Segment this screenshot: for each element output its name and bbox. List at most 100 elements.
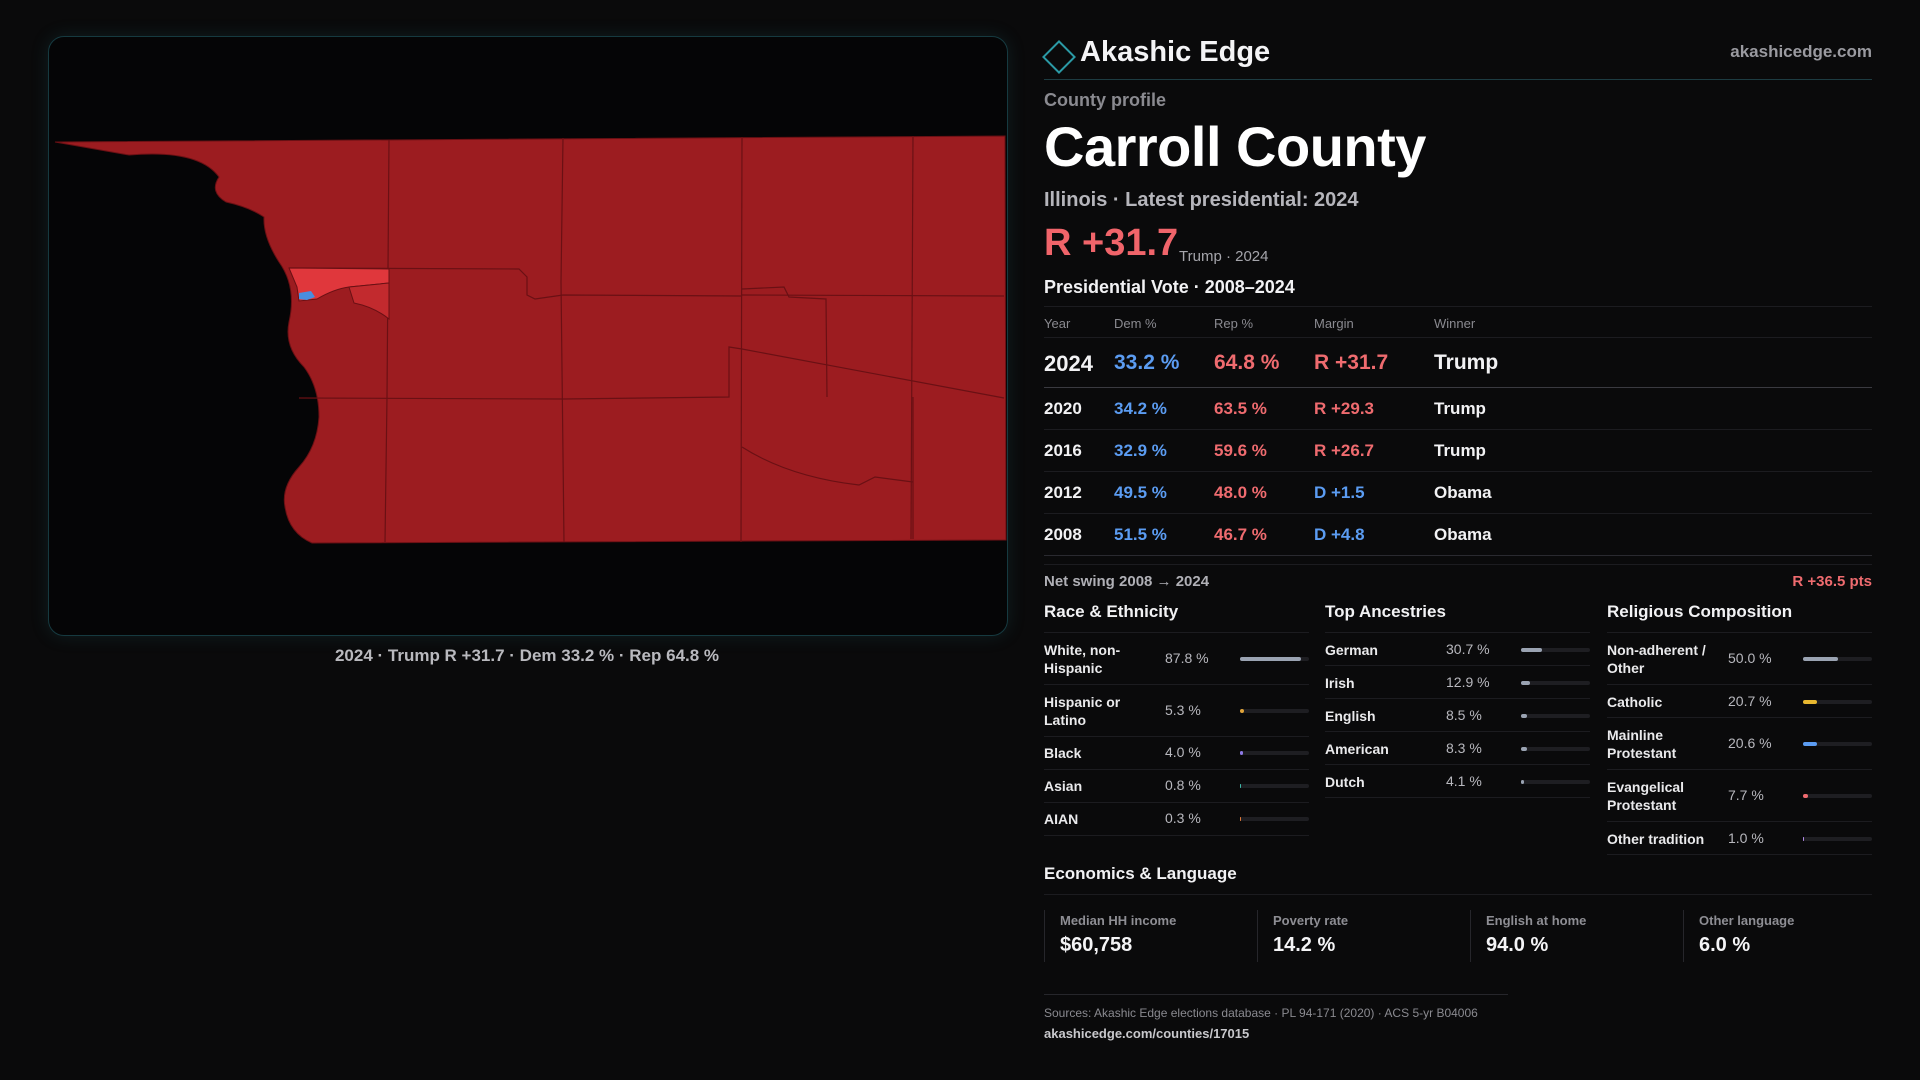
table-row: 2024 33.2 % 64.8 % R +31.7 Trump (1044, 337, 1872, 387)
table-row: 2012 49.5 % 48.0 % D +1.5 Obama (1044, 471, 1872, 513)
row-rep: 46.7 % (1214, 525, 1267, 544)
map-caption: 2024 · Trump R +31.7 · Dem 33.2 % · Rep … (334, 646, 720, 665)
ancestry-value: 30.7 % (1446, 641, 1490, 657)
row-rep: 64.8 % (1214, 351, 1280, 374)
row-winner: Trump (1434, 441, 1486, 460)
race-bar (1240, 657, 1301, 661)
list-item: Non-adherent / Other 50.0 % (1607, 633, 1872, 685)
page-subtitle: Illinois · Latest presidential: 2024 (1044, 189, 1359, 211)
page-eyebrow: County profile (1044, 90, 1166, 110)
stat-card: Other language 6.0 % (1683, 910, 1884, 962)
race-value: 5.3 % (1165, 702, 1201, 718)
list-item: English 8.5 % (1325, 699, 1590, 732)
sources-text: Sources: Akashic Edge elections database… (1044, 1006, 1478, 1020)
brand-name[interactable]: Akashic Edge (1080, 36, 1271, 68)
religion-value: 20.7 % (1728, 693, 1772, 709)
religion-label: Evangelical Protestant (1607, 779, 1685, 813)
row-rep: 48.0 % (1214, 483, 1267, 502)
table-row: 2008 51.5 % 46.7 % D +4.8 Obama (1044, 513, 1872, 555)
net-swing: Net swing 2008 → 2024 R +36.5 pts (1044, 564, 1872, 599)
row-year: 2008 (1044, 525, 1082, 544)
ancestry-bar-track (1521, 681, 1590, 685)
table-row: 2016 32.9 % 59.6 % R +26.7 Trump (1044, 429, 1872, 471)
row-dem: 51.5 % (1114, 525, 1167, 544)
economics-title: Economics & Language (1044, 864, 1237, 883)
brand-logo-icon (1042, 40, 1076, 74)
stat-label: Median HH income (1060, 913, 1177, 928)
ancestry-bar-track (1521, 648, 1590, 652)
religion-value: 20.6 % (1728, 735, 1772, 751)
race-label: AIAN (1044, 811, 1079, 827)
ancestry-label: Dutch (1325, 774, 1365, 790)
table-row: 2020 34.2 % 63.5 % R +29.3 Trump (1044, 387, 1872, 429)
ancestry-value: 4.1 % (1446, 773, 1482, 789)
swing-label: Net swing 2008 → 2024 (1044, 573, 1210, 590)
race-bar (1240, 784, 1242, 788)
religion-bar (1803, 794, 1809, 798)
list-item: AIAN 0.3 % (1044, 803, 1309, 836)
ancestry-bar (1521, 780, 1524, 784)
religion-label: Other tradition (1607, 831, 1705, 847)
stat-value: 94.0 % (1486, 934, 1549, 956)
row-winner: Trump (1434, 399, 1486, 418)
row-dem: 33.2 % (1114, 351, 1180, 374)
religion-value: 1.0 % (1728, 830, 1764, 846)
dem-precinct (299, 291, 315, 300)
row-rep: 63.5 % (1214, 399, 1267, 418)
race-value: 0.8 % (1165, 777, 1201, 793)
row-winner: Obama (1434, 483, 1492, 502)
stat-card: English at home 94.0 % (1470, 910, 1671, 962)
religion-bar (1803, 700, 1818, 704)
ancestry-bar (1521, 648, 1543, 652)
ancestry-value: 12.9 % (1446, 674, 1490, 690)
stat-label: English at home (1486, 913, 1587, 928)
row-year: 2020 (1044, 399, 1082, 418)
list-item: Asian 0.8 % (1044, 770, 1309, 803)
religion-label: Catholic (1607, 694, 1663, 710)
row-winner: Trump (1434, 351, 1499, 374)
religion-bar-track (1803, 794, 1872, 798)
list-item: Other tradition 1.0 % (1607, 822, 1872, 855)
sources-link[interactable]: akashicedge.com/counties/17015 (1044, 1026, 1250, 1041)
race-value: 0.3 % (1165, 810, 1201, 826)
race-label: Asian (1044, 778, 1083, 794)
list-item: American 8.3 % (1325, 732, 1590, 765)
ancestry-label: German (1325, 642, 1378, 658)
vote-table: Year Dem % Rep % Margin Winner 2024 33.2… (1044, 306, 1872, 556)
city-precincts-2 (348, 282, 390, 321)
divider (1044, 994, 1508, 995)
brand-url-link[interactable]: akashicedge.com (1730, 42, 1872, 61)
county-shape (54, 135, 1007, 544)
ancestry-bar (1521, 714, 1527, 718)
header-winner: Winner (1434, 316, 1476, 331)
religion-bar (1803, 742, 1818, 746)
row-margin: R +26.7 (1314, 441, 1375, 460)
ancestry-bar-track (1521, 747, 1590, 751)
religion-value: 50.0 % (1728, 650, 1772, 666)
county-map[interactable] (48, 36, 1008, 636)
divider (1044, 894, 1872, 895)
ancestry-title: Top Ancestries (1325, 602, 1590, 633)
vote-table-header: Year Dem % Rep % Margin Winner (1044, 306, 1872, 337)
race-value: 87.8 % (1165, 650, 1209, 666)
list-item: Hispanic or Latino 5.3 % (1044, 685, 1309, 737)
stat-label: Poverty rate (1273, 913, 1349, 928)
race-value: 4.0 % (1165, 744, 1201, 760)
race-bar-track (1240, 751, 1309, 755)
race-bar-track (1240, 784, 1309, 788)
stat-value: $60,758 (1060, 934, 1133, 956)
ancestry-bar-track (1521, 714, 1590, 718)
swing-value: R +36.5 pts (1792, 573, 1872, 590)
religion-title: Religious Composition (1607, 602, 1872, 633)
list-item: Mainline Protestant 20.6 % (1607, 718, 1872, 770)
header-rep: Rep % (1214, 316, 1254, 331)
divider (1044, 79, 1872, 80)
brand-header: Akashic Edge akashicedge.com (1042, 36, 1872, 80)
race-bar (1240, 751, 1243, 755)
ancestry-bar (1521, 681, 1530, 685)
religion-bar-track (1803, 657, 1872, 661)
row-margin: D +1.5 (1314, 483, 1365, 502)
row-year: 2016 (1044, 441, 1082, 460)
ancestry-label: Irish (1325, 675, 1355, 691)
list-item: Catholic 20.7 % (1607, 685, 1872, 718)
